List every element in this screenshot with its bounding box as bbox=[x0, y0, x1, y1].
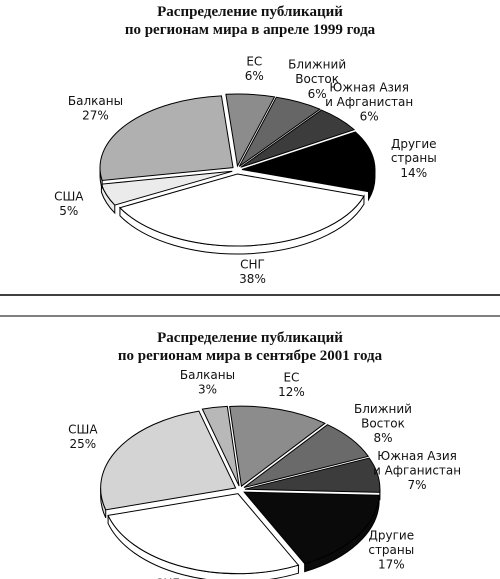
value-label: 14% bbox=[400, 165, 427, 179]
slice-label: Ближний Восток bbox=[354, 401, 412, 429]
chart-title: Распределение публикаций по регионам мира… bbox=[118, 330, 383, 364]
slice bbox=[243, 424, 370, 489]
slice-label: СНГ bbox=[155, 576, 180, 579]
slice bbox=[229, 405, 326, 488]
slice bbox=[99, 95, 234, 181]
slice bbox=[107, 493, 300, 575]
slice bbox=[201, 405, 240, 487]
value-label: 3% bbox=[198, 382, 217, 396]
slice-label: Ближний Восток bbox=[288, 57, 346, 85]
slice-label: Южная Азия и Афганистан bbox=[325, 80, 413, 108]
value-label: 7% bbox=[408, 478, 427, 492]
slice-label: Другие страны bbox=[368, 528, 414, 556]
slice-label: Южная Азия и Афганистан bbox=[373, 448, 461, 476]
slice bbox=[118, 173, 365, 247]
slice bbox=[225, 93, 276, 168]
value-label: 17% bbox=[378, 557, 405, 571]
value-label: 8% bbox=[373, 431, 392, 445]
slice bbox=[100, 410, 237, 511]
slice-label: СНГ bbox=[240, 257, 265, 271]
value-label: 6% bbox=[308, 86, 327, 100]
value-label: 38% bbox=[239, 272, 266, 286]
slice bbox=[238, 96, 321, 167]
value-label: 6% bbox=[245, 68, 264, 82]
slice-label: США bbox=[68, 422, 98, 436]
slice-label: Балканы bbox=[180, 367, 235, 381]
slice-label: ЕС bbox=[283, 370, 299, 384]
value-label: 5% bbox=[59, 203, 78, 217]
slice bbox=[241, 131, 376, 193]
slice-label: Другие страны bbox=[391, 136, 437, 164]
slice-label: ЕС bbox=[246, 54, 262, 68]
value-label: 6% bbox=[360, 109, 379, 123]
slice-label: США bbox=[54, 189, 84, 203]
chart-title: Распределение публикаций по регионам мира… bbox=[125, 4, 376, 38]
slice bbox=[243, 491, 380, 565]
slice bbox=[244, 457, 381, 493]
value-label: 25% bbox=[70, 436, 97, 450]
value-label: 27% bbox=[82, 108, 109, 122]
slice bbox=[240, 109, 356, 168]
slice-label: Балканы bbox=[68, 94, 123, 108]
value-label: 12% bbox=[278, 385, 305, 399]
